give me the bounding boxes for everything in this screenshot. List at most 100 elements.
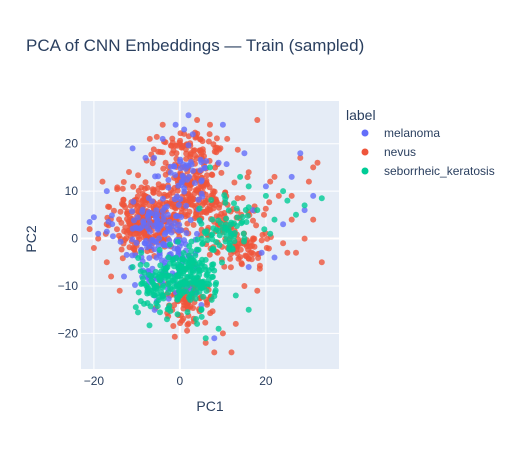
scatter-point-seborrheic-keratosis[interactable] — [203, 272, 210, 279]
scatter-point-seborrheic-keratosis[interactable] — [178, 263, 185, 270]
scatter-point-seborrheic-keratosis[interactable] — [198, 235, 205, 242]
scatter-point-melanoma[interactable] — [203, 158, 210, 165]
scatter-point-nevus[interactable] — [177, 130, 184, 137]
scatter-point-seborrheic-keratosis[interactable] — [215, 325, 222, 332]
scatter-point-melanoma[interactable] — [151, 154, 158, 161]
scatter-point-seborrheic-keratosis[interactable] — [167, 285, 174, 292]
scatter-point-seborrheic-keratosis[interactable] — [207, 164, 213, 171]
scatter-point-seborrheic-keratosis[interactable] — [204, 280, 211, 287]
scatter-point-seborrheic-keratosis[interactable] — [196, 267, 203, 274]
scatter-point-seborrheic-keratosis[interactable] — [154, 290, 160, 297]
scatter-point-nevus[interactable] — [209, 308, 216, 315]
scatter-point-seborrheic-keratosis[interactable] — [211, 267, 218, 274]
scatter-point-nevus[interactable] — [239, 195, 246, 201]
scatter-point-melanoma[interactable] — [105, 218, 112, 225]
scatter-point-nevus[interactable] — [90, 245, 97, 251]
scatter-point-melanoma[interactable] — [288, 173, 295, 180]
scatter-point-melanoma[interactable] — [176, 243, 183, 250]
scatter-point-melanoma[interactable] — [188, 161, 195, 168]
scatter-point-nevus[interactable] — [184, 321, 191, 328]
scatter-point-nevus[interactable] — [206, 251, 213, 258]
scatter-point-melanoma[interactable] — [172, 121, 179, 128]
scatter-point-melanoma[interactable] — [181, 188, 188, 195]
scatter-point-nevus[interactable] — [206, 131, 213, 138]
scatter-point-melanoma[interactable] — [174, 226, 181, 233]
scatter-point-seborrheic-keratosis[interactable] — [153, 285, 160, 292]
scatter-point-nevus[interactable] — [95, 235, 102, 242]
scatter-point-nevus[interactable] — [204, 301, 210, 308]
scatter-point-seborrheic-keratosis[interactable] — [210, 225, 217, 232]
scatter-point-nevus[interactable] — [183, 155, 190, 162]
scatter-point-melanoma[interactable] — [123, 251, 130, 258]
scatter-point-seborrheic-keratosis[interactable] — [174, 238, 181, 245]
scatter-point-nevus[interactable] — [116, 287, 123, 294]
scatter-point-seborrheic-keratosis[interactable] — [184, 309, 191, 316]
scatter-point-melanoma[interactable] — [181, 126, 188, 133]
scatter-point-melanoma[interactable] — [142, 154, 149, 161]
scatter-point-melanoma[interactable] — [258, 249, 265, 256]
scatter-point-melanoma[interactable] — [145, 211, 152, 218]
scatter-point-seborrheic-keratosis[interactable] — [137, 298, 144, 305]
scatter-point-nevus[interactable] — [301, 235, 308, 242]
scatter-point-seborrheic-keratosis[interactable] — [138, 249, 145, 256]
scatter-point-seborrheic-keratosis[interactable] — [197, 284, 204, 291]
scatter-point-seborrheic-keratosis[interactable] — [163, 265, 170, 272]
scatter-point-seborrheic-keratosis[interactable] — [203, 288, 210, 294]
scatter-point-seborrheic-keratosis[interactable] — [152, 268, 159, 275]
scatter-point-seborrheic-keratosis[interactable] — [155, 274, 162, 281]
scatter-point-seborrheic-keratosis[interactable] — [199, 260, 205, 267]
scatter-point-seborrheic-keratosis[interactable] — [169, 257, 176, 264]
scatter-point-melanoma[interactable] — [143, 237, 150, 244]
scatter-point-seborrheic-keratosis[interactable] — [233, 205, 240, 212]
scatter-point-nevus[interactable] — [169, 150, 176, 157]
scatter-point-melanoma[interactable] — [297, 150, 304, 157]
scatter-point-seborrheic-keratosis[interactable] — [160, 295, 167, 302]
scatter-point-nevus[interactable] — [160, 165, 167, 172]
scatter-point-nevus[interactable] — [241, 283, 248, 289]
scatter-point-melanoma[interactable] — [151, 246, 158, 253]
scatter-point-nevus[interactable] — [242, 252, 249, 259]
scatter-point-seborrheic-keratosis[interactable] — [239, 213, 246, 220]
scatter-point-nevus[interactable] — [120, 196, 127, 203]
scatter-point-seborrheic-keratosis[interactable] — [137, 268, 144, 275]
scatter-point-nevus[interactable] — [234, 195, 241, 202]
scatter-point-melanoma[interactable] — [159, 195, 166, 202]
scatter-point-nevus[interactable] — [254, 287, 261, 294]
scatter-point-nevus[interactable] — [114, 226, 120, 233]
scatter-point-melanoma[interactable] — [153, 207, 160, 214]
scatter-point-seborrheic-keratosis[interactable] — [204, 237, 211, 244]
scatter-point-seborrheic-keratosis[interactable] — [271, 216, 278, 223]
scatter-point-melanoma[interactable] — [179, 172, 186, 179]
scatter-point-nevus[interactable] — [227, 255, 234, 262]
scatter-point-melanoma[interactable] — [198, 159, 205, 166]
scatter-point-nevus[interactable] — [256, 265, 263, 272]
scatter-point-nevus[interactable] — [170, 323, 177, 329]
scatter-point-nevus[interactable] — [188, 195, 195, 202]
scatter-point-melanoma[interactable] — [185, 142, 192, 149]
scatter-point-seborrheic-keratosis[interactable] — [156, 247, 163, 253]
scatter-point-melanoma[interactable] — [146, 220, 153, 226]
scatter-point-melanoma[interactable] — [280, 221, 287, 228]
scatter-point-seborrheic-keratosis[interactable] — [210, 247, 217, 253]
scatter-point-nevus[interactable] — [262, 205, 269, 212]
scatter-point-melanoma[interactable] — [130, 198, 137, 205]
scatter-point-nevus[interactable] — [186, 208, 193, 215]
scatter-point-nevus[interactable] — [157, 149, 164, 155]
scatter-point-melanoma[interactable] — [310, 192, 317, 199]
scatter-point-nevus[interactable] — [118, 219, 125, 226]
scatter-point-melanoma[interactable] — [262, 183, 269, 190]
scatter-point-seborrheic-keratosis[interactable] — [280, 188, 287, 195]
scatter-point-nevus[interactable] — [162, 171, 169, 178]
scatter-point-melanoma[interactable] — [164, 223, 171, 230]
scatter-point-nevus[interactable] — [177, 320, 184, 327]
scatter-point-melanoma[interactable] — [175, 201, 182, 208]
scatter-point-seborrheic-keratosis[interactable] — [241, 235, 248, 242]
scatter-point-nevus[interactable] — [99, 178, 106, 185]
scatter-point-nevus[interactable] — [251, 243, 258, 250]
scatter-point-nevus[interactable] — [162, 159, 169, 166]
scatter-point-melanoma[interactable] — [132, 282, 138, 288]
scatter-point-seborrheic-keratosis[interactable] — [318, 195, 325, 202]
scatter-point-seborrheic-keratosis[interactable] — [189, 260, 196, 267]
scatter-point-melanoma[interactable] — [138, 224, 145, 231]
scatter-point-seborrheic-keratosis[interactable] — [188, 248, 195, 255]
